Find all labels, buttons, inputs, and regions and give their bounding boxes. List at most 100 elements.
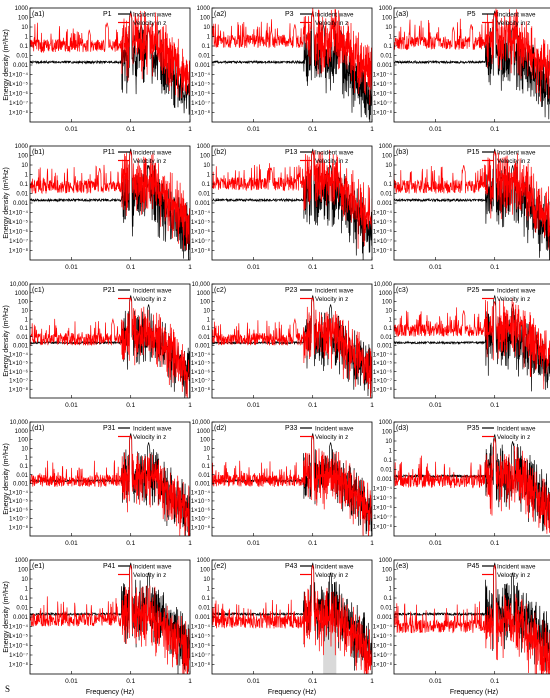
y-tick-label: 10,000 [192,420,211,426]
y-tick-label: 0.1 [384,326,393,332]
y-tick-label: 0.1 [20,464,29,470]
x-tick-label: 0.01 [65,540,78,547]
panel-label: (d1) [32,425,44,432]
legend-label: Velocity in z [497,434,530,441]
y-tick-label: 0.1 [20,182,29,188]
y-tick-label: 1×10⁻⁴ [9,489,29,496]
legend-label: Incident wave [497,11,536,18]
y-tick-label: 10 [385,163,392,169]
y-tick-label: 10 [21,309,28,315]
panel-label: (b1) [32,149,44,156]
x-axis-label: Frequency (Hz) [268,689,316,696]
y-tick-label: 1×10⁻⁵ [191,498,211,505]
x-tick-label: 1 [370,402,374,409]
x-tick-label: 0.01 [65,126,78,133]
y-tick-label: 1×10⁻⁵ [373,360,393,367]
legend-label: Velocity in z [497,296,530,303]
y-tick-label: 1×10⁻⁵ [191,81,211,88]
x-tick-label: 0.01 [65,678,78,685]
y-tick-label: 100 [382,300,393,306]
y-tick-label: 0.1 [384,458,393,464]
y-tick-label: 1×10⁻⁸ [9,386,29,393]
x-tick-label: 1 [370,540,374,547]
y-tick-label: 0.1 [202,326,211,332]
y-tick-label: 1×10⁻⁶ [191,643,211,650]
panel-a3: 1000 100 10 1 0.1 0.01 0.001 1×10⁻⁴ 1×10⁻⁵ 1×10⁻⁶… [373,6,550,133]
x-tick-label: 0.1 [126,540,135,547]
y-tick-label: 1000 [379,420,393,426]
y-tick-label: 1×10⁻⁵ [373,495,393,502]
plot-frame [393,283,550,399]
x-tick-label: 0.1 [126,264,135,271]
y-tick-label: 0.01 [380,192,392,198]
y-tick-label: 1 [389,35,393,41]
panel-d3: 1000 100 10 1 0.1 0.01 0.001 1×10⁻⁴ 1×10⁻⁵ 1×10⁻⁶… [373,420,550,547]
y-tick-label: 0.1 [384,182,393,188]
station-title: P13 [285,149,298,156]
y-tick-label: 0.001 [13,344,29,350]
y-tick-label: 0.1 [202,596,211,602]
legend-label: Incident wave [133,149,172,156]
y-tick-label: 1×10⁻⁶ [373,91,393,98]
y-tick-label: 1×10⁻⁸ [9,662,29,669]
y-tick-label: 0.001 [195,482,211,488]
y-tick-label: 1×10⁻⁴ [373,72,393,79]
corner-mark: S [5,684,11,694]
legend-label: Incident wave [133,287,172,294]
y-tick-label: 1000 [197,291,211,297]
y-tick-label: 1 [207,317,211,323]
y-tick-label: 1×10⁻⁷ [373,652,392,659]
series-line-velocity-z [212,296,372,398]
y-tick-label: 1 [389,173,393,179]
legend-label: Incident wave [315,11,354,18]
legend-label: Incident wave [497,563,536,570]
x-tick-label: 0.1 [490,678,499,685]
panel-b2: 1000 100 10 1 0.1 0.01 0.001 1×10⁻⁴ 1×10⁻⁵ 1×10⁻⁶… [191,144,374,271]
y-tick-label: 1×10⁻⁷ [373,100,392,107]
y-tick-label: 1×10⁻⁵ [373,633,393,640]
legend-label: Velocity in z [133,572,166,579]
y-axis-label: Energy density (m²/Hz) [3,29,10,101]
series-line-velocity-z [394,564,550,674]
y-tick-label: 0.001 [377,344,393,350]
series-line-velocity-z [394,297,550,390]
y-tick-label: 10 [385,577,392,583]
y-axis-label: Energy density (m²/Hz) [3,167,10,239]
x-tick-label: 0.1 [490,126,499,133]
x-tick-label: 0.01 [65,264,78,271]
x-tick-label: 0.1 [308,402,317,409]
station-title: P35 [467,425,480,432]
y-tick-label: 0.1 [384,44,393,50]
x-tick-label: 0.1 [308,678,317,685]
y-tick-label: 1×10⁻⁴ [191,210,211,217]
y-tick-label: 100 [18,154,29,160]
legend-label: Velocity in z [133,158,166,165]
y-tick-label: 1×10⁻⁸ [9,248,29,255]
legend-label: Velocity in z [497,20,530,27]
station-title: P11 [103,149,115,156]
y-tick-label: 100 [200,154,211,160]
y-tick-label: 0.01 [380,468,392,474]
y-tick-label: 1×10⁻⁶ [373,229,393,236]
panel-label: (d2) [214,425,226,432]
y-tick-label: 1×10⁻⁴ [373,351,393,358]
y-tick-label: 1 [25,173,29,179]
x-tick-label: 0.1 [490,402,499,409]
y-tick-label: 1000 [15,6,29,12]
x-tick-label: 0.01 [247,678,260,685]
panel-label: (a3) [396,11,408,18]
y-tick-label: 0.01 [380,54,392,60]
station-title: P15 [467,149,480,156]
y-tick-label: 0.01 [16,192,28,198]
series-line-velocity-z [394,437,550,534]
x-tick-label: 0.01 [429,540,442,547]
station-title: P5 [467,11,476,18]
y-tick-label: 10 [385,309,392,315]
plot-frame [211,421,373,537]
legend-label: Velocity in z [497,572,530,579]
y-tick-label: 0.01 [16,606,28,612]
x-tick-label: 1 [188,540,192,547]
y-tick-label: 1×10⁻⁷ [191,238,210,245]
series-line-incident-wave [394,562,550,671]
